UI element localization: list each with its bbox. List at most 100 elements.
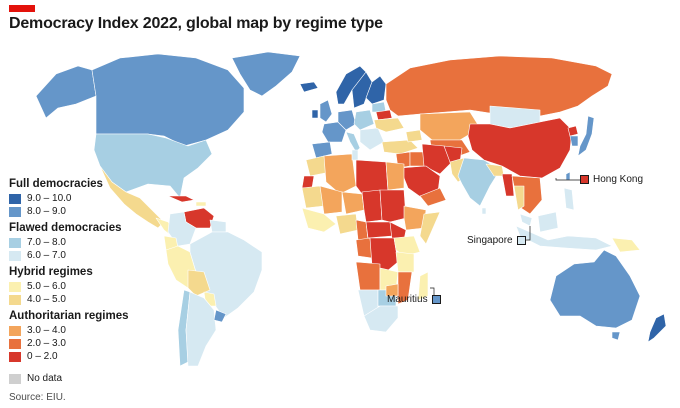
- region-malaysia: [519, 213, 533, 227]
- region-greenland: [231, 51, 301, 97]
- region-sri-lanka: [481, 207, 487, 215]
- region-angola: [355, 261, 381, 291]
- legend-group: Flawed democracies 7.0 – 8.0 6.0 – 7.0: [9, 222, 159, 262]
- region-mali: [319, 185, 343, 215]
- legend-group-title: Hybrid regimes: [9, 266, 93, 278]
- hong-kong-leader-line: [555, 178, 582, 181]
- region-north-korea: [567, 125, 579, 137]
- region-philippines: [563, 187, 575, 211]
- region-zimbabwe: [385, 283, 399, 297]
- region-balkans: [359, 127, 385, 151]
- mauritius-leader-line: [430, 287, 435, 298]
- region-uk: [319, 99, 333, 123]
- region-alaska: [35, 65, 97, 119]
- region-taiwan: [565, 171, 571, 181]
- legend-item-label: 5.0 – 6.0: [27, 281, 66, 292]
- region-somalia: [419, 211, 441, 245]
- region-west-africa: [301, 207, 337, 233]
- legend-group-title: Full democracies: [9, 178, 103, 190]
- region-iran: [421, 143, 453, 175]
- legend-swatch: [9, 281, 21, 292]
- singapore-marker: [516, 236, 526, 245]
- region-colombia: [167, 211, 197, 247]
- source-note: Source: EIU.: [9, 392, 66, 403]
- region-china: [467, 117, 573, 179]
- legend-item: 2.0 – 3.0: [9, 337, 159, 350]
- region-chad: [361, 189, 383, 223]
- map-title: Democracy Index 2022, global map by regi…: [9, 15, 383, 32]
- region-bolivia: [187, 269, 211, 297]
- region-western-sahara: [301, 175, 315, 189]
- legend-item: 0 – 2.0: [9, 350, 159, 363]
- region-italy: [345, 131, 361, 153]
- legend-item-label: 0 – 2.0: [27, 351, 58, 362]
- region-japan: [577, 115, 595, 157]
- legend-item-label: 8.0 – 9.0: [27, 206, 66, 217]
- legend-item: 8.0 – 9.0: [9, 205, 159, 218]
- region-tunisia: [351, 149, 359, 161]
- economist-red-accent-bar: [9, 5, 35, 12]
- legend-group: Full democracies 9.0 – 10.0 8.0 – 9.0: [9, 178, 159, 218]
- region-ireland: [311, 109, 319, 119]
- region-myanmar: [501, 173, 515, 197]
- hong-kong-marker: [580, 175, 589, 184]
- legend-swatch: [9, 250, 21, 261]
- region-central-europe: [353, 109, 375, 131]
- region-libya: [355, 159, 389, 195]
- legend-swatch: [9, 206, 21, 217]
- region-south-korea: [569, 135, 579, 147]
- hong-kong-label: Hong Kong: [593, 174, 644, 185]
- region-thailand: [513, 185, 525, 211]
- legend-item-label: 3.0 – 4.0: [27, 325, 66, 336]
- legend-item-label: 9.0 – 10.0: [27, 193, 72, 204]
- legend-item: 3.0 – 4.0: [9, 324, 159, 337]
- legend-item-label: 6.0 – 7.0: [27, 250, 66, 261]
- legend-swatch: [9, 351, 21, 362]
- region-egypt: [385, 161, 405, 191]
- legend-group: Authoritarian regimes 3.0 – 4.0 2.0 – 3.0 0…: [9, 310, 159, 363]
- legend-swatch: [9, 325, 21, 336]
- legend-no-data: No data: [9, 373, 62, 384]
- region-niger: [341, 191, 365, 215]
- region-madagascar: [417, 271, 429, 301]
- region-yemen-oman: [419, 187, 447, 207]
- callout-mauritius: Mauritius: [387, 294, 441, 305]
- region-argentina: [185, 291, 217, 367]
- legend-item: 7.0 – 8.0: [9, 236, 159, 249]
- region-papua-new-guinea: [611, 237, 641, 253]
- region-south-africa: [363, 305, 399, 333]
- region-central-african-republic: [365, 221, 393, 239]
- legend-item-label: 4.0 – 5.0: [27, 294, 66, 305]
- region-iceland: [299, 81, 319, 93]
- legend: Full democracies 9.0 – 10.0 8.0 – 9.0 Flawe…: [9, 178, 159, 367]
- legend-item: 4.0 – 5.0: [9, 293, 159, 306]
- region-tasmania: [611, 331, 621, 341]
- region-belarus: [375, 109, 393, 121]
- region-sudan: [379, 189, 407, 223]
- region-hispaniola: [195, 201, 207, 207]
- region-gabon-congo: [355, 237, 373, 259]
- legend-swatch: [9, 237, 21, 248]
- region-cuba: [167, 195, 195, 203]
- region-iberia: [311, 141, 333, 159]
- legend-group-title: Flawed democracies: [9, 222, 122, 234]
- region-indonesia: [515, 225, 613, 251]
- mauritius-marker: [431, 295, 441, 304]
- world-map: [35, 51, 667, 367]
- region-borneo: [537, 211, 559, 233]
- no-data-swatch: [9, 373, 21, 384]
- region-canada: [91, 53, 245, 147]
- legend-item-label: 7.0 – 8.0: [27, 237, 66, 248]
- legend-swatch: [9, 338, 21, 349]
- region-russia: [385, 55, 613, 117]
- region-ukraine: [373, 117, 405, 133]
- region-germany-benelux: [337, 109, 357, 131]
- region-nigeria: [335, 213, 359, 235]
- region-eritrea-ethiopia: [403, 205, 427, 231]
- region-finland: [365, 75, 387, 105]
- no-data-label: No data: [27, 373, 63, 384]
- legend-swatch: [9, 193, 21, 204]
- region-baltics: [371, 101, 387, 113]
- region-turkey: [381, 139, 419, 155]
- singapore-label: Singapore: [467, 235, 513, 246]
